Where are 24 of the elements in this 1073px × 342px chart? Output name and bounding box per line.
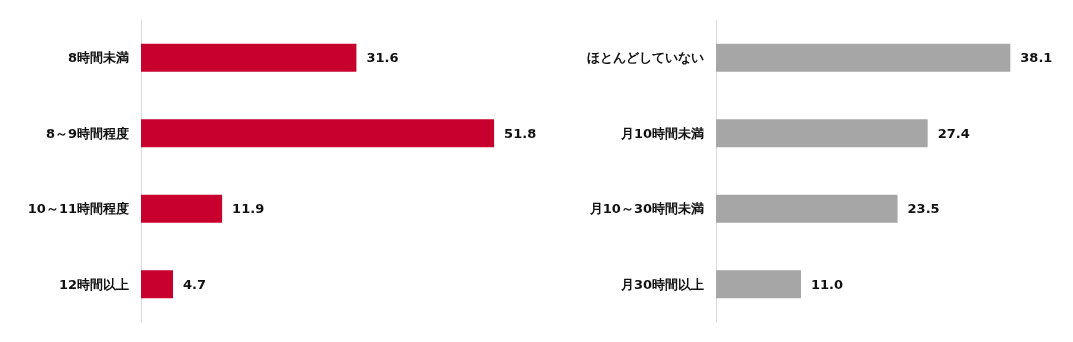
bar	[716, 270, 801, 299]
data-label: 27.4	[937, 125, 970, 141]
y-tick-label: 月10時間未満	[619, 125, 704, 141]
y-tick-label: 月10～30時間未満	[588, 201, 704, 217]
data-label: 4.7	[183, 276, 207, 292]
data-label: 38.1	[1020, 50, 1053, 66]
y-tick-label: 10～11時間程度	[27, 201, 129, 217]
bar	[141, 270, 174, 299]
data-label: 23.5	[907, 201, 940, 217]
bar	[716, 119, 928, 148]
y-tick-label: 8時間未満	[67, 50, 129, 66]
data-label: 11.0	[810, 276, 844, 292]
bar	[141, 119, 495, 148]
y-tick-label: 12時間以上	[58, 276, 129, 292]
bar	[141, 43, 357, 72]
bar	[716, 43, 1011, 72]
bar	[716, 194, 898, 223]
bar	[141, 194, 223, 223]
data-label: 51.8	[504, 125, 537, 141]
data-label: 11.9	[232, 201, 265, 217]
y-tick-label: 8～9時間程度	[45, 125, 129, 141]
y-tick-label: ほとんどしていない	[587, 50, 704, 66]
data-label: 31.6	[366, 50, 399, 66]
y-tick-label: 月30時間以上	[619, 276, 704, 292]
